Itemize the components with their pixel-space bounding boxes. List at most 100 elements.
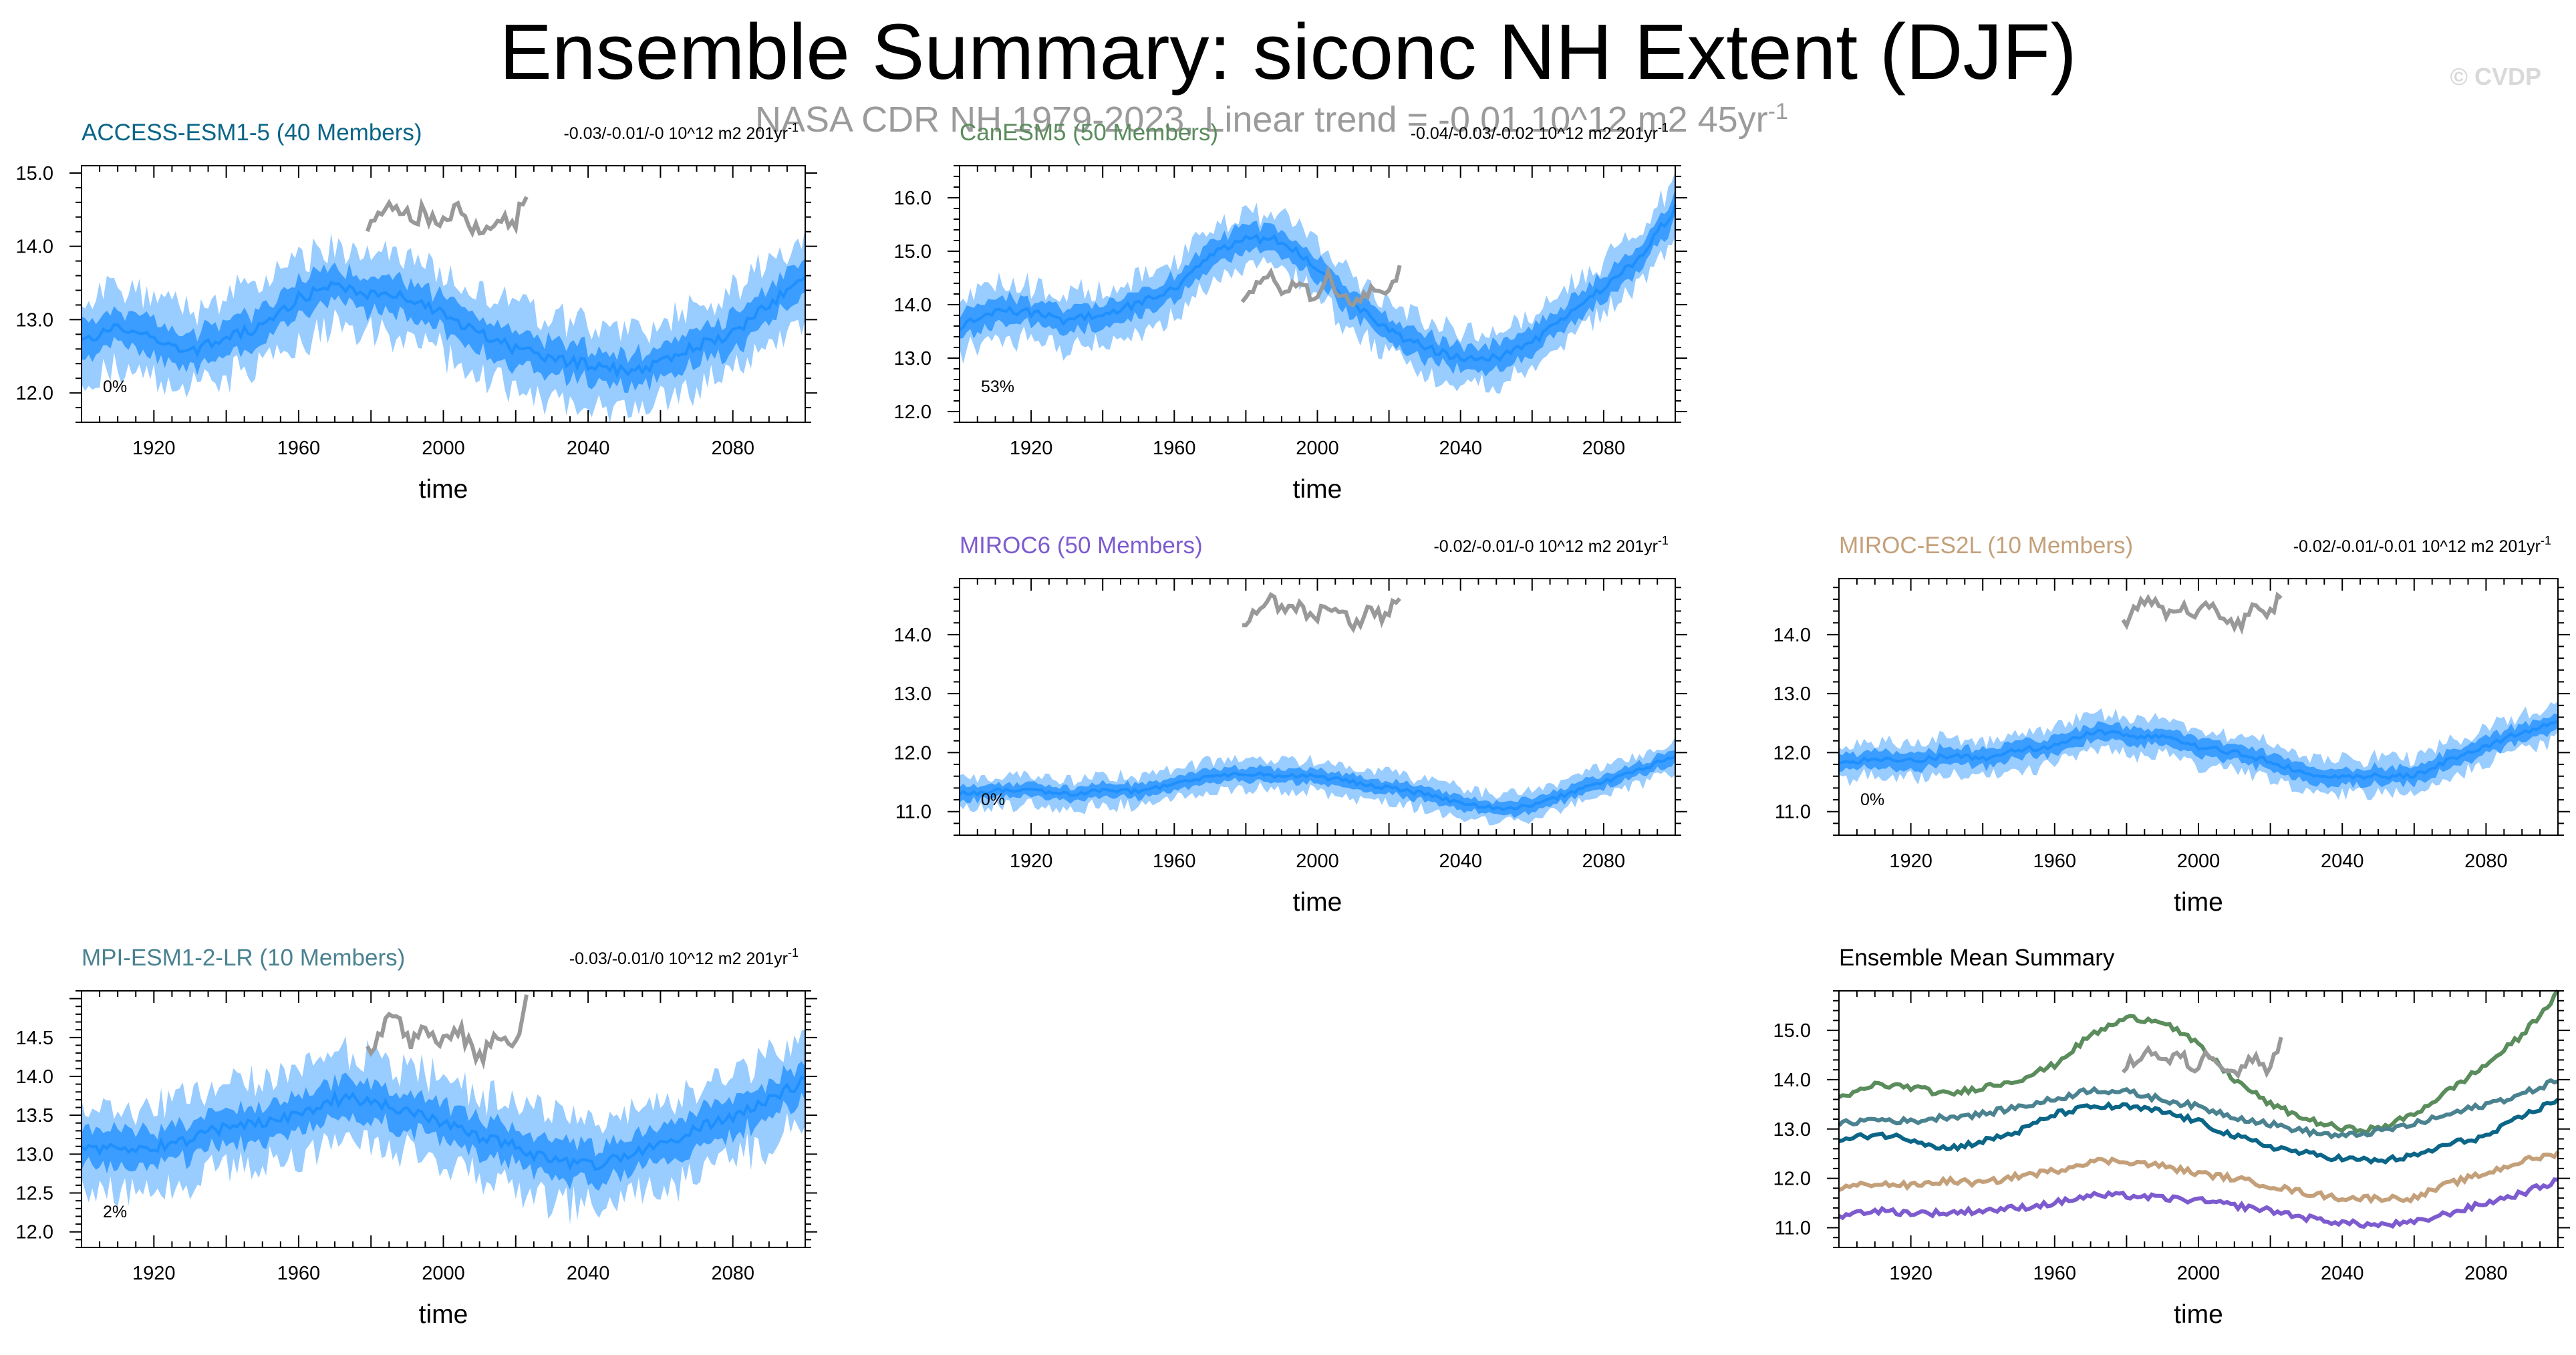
x-tick-label: 1920 bbox=[132, 438, 176, 459]
y-tick-label: 11.0 bbox=[895, 802, 932, 823]
x-tick-label: 2040 bbox=[1439, 851, 1482, 872]
x-tick-label: 2040 bbox=[567, 438, 610, 459]
panel-title: CanESM5 (50 Members) bbox=[960, 120, 1218, 146]
ensemble-mean-line bbox=[958, 204, 1677, 363]
page-title: Ensemble Summary: siconc NH Extent (DJF) bbox=[499, 8, 2077, 96]
series-line-0 bbox=[1838, 989, 2560, 1135]
inner-spread-band bbox=[1839, 713, 2558, 788]
y-tick-label: 12.0 bbox=[1773, 1169, 1811, 1190]
percent-label: 0% bbox=[1860, 790, 1884, 809]
y-tick-label: 15.0 bbox=[1773, 1020, 1811, 1042]
plot-frame bbox=[1838, 578, 2559, 836]
panel-title: ACCESS-ESM1-5 (40 Members) bbox=[82, 120, 422, 146]
x-tick-label: 1960 bbox=[277, 438, 321, 459]
x-tick-label: 2080 bbox=[2464, 1263, 2508, 1284]
trend-label: -0.04/-0.03/-0.02 10^12 m2 201yr-1 bbox=[1411, 121, 1669, 143]
x-tick-label: 2000 bbox=[1296, 438, 1339, 459]
x-tick-label: 2040 bbox=[2321, 1263, 2364, 1284]
series-line-3 bbox=[1838, 1150, 2560, 1205]
y-tick-label: 13.0 bbox=[894, 348, 932, 369]
panel-title: MPI-ESM1-2-LR (10 Members) bbox=[82, 945, 405, 971]
x-tick-label: 2080 bbox=[1582, 851, 1626, 872]
trend-label: -0.02/-0.01/-0.01 10^12 m2 201yr-1 bbox=[2293, 534, 2551, 556]
x-tick-label: 2040 bbox=[2321, 851, 2364, 872]
panel-title: MIROC6 (50 Members) bbox=[960, 533, 1203, 559]
observed-line bbox=[2121, 1036, 2283, 1080]
x-tick-label: 1920 bbox=[1010, 851, 1053, 872]
observed-line bbox=[365, 196, 529, 239]
x-tick-label: 2080 bbox=[711, 1263, 754, 1284]
x-tick-label: 1960 bbox=[1153, 438, 1196, 459]
trend-label: -0.03/-0.01/0 10^12 m2 201yr-1 bbox=[569, 946, 799, 968]
y-tick-label: 14.0 bbox=[16, 1066, 53, 1088]
percent-label: 2% bbox=[103, 1203, 127, 1221]
series-line-4 bbox=[1838, 1177, 2559, 1229]
outer-spread-band bbox=[82, 227, 805, 423]
panel-title: Ensemble Mean Summary bbox=[1839, 945, 2115, 971]
observed-line bbox=[2121, 591, 2283, 635]
trend-label-text: -0.04/-0.03/-0.02 10^12 m2 201yr bbox=[1411, 124, 1658, 143]
y-tick-label: 14.0 bbox=[1773, 625, 1811, 646]
x-axis-title: time bbox=[419, 475, 468, 504]
panel-title: MIROC-ES2L (10 Members) bbox=[1839, 533, 2133, 559]
inner-spread-band bbox=[960, 188, 1675, 377]
chart-panel-0: 1920 1960 2000 2040 2080 12.0 13.0 14.0 15.0 time… bbox=[16, 120, 817, 504]
y-tick-label: 13.0 bbox=[894, 684, 932, 705]
y-tick-label: 14.5 bbox=[16, 1028, 53, 1049]
y-tick-label: 16.0 bbox=[894, 188, 932, 209]
trend-label-superscript: -1 bbox=[1658, 534, 1669, 547]
y-tick-label: 14.0 bbox=[894, 625, 932, 646]
y-tick-label: 12.5 bbox=[16, 1183, 53, 1205]
y-tick-label: 13.0 bbox=[1773, 1119, 1811, 1141]
y-tick-label: 12.0 bbox=[16, 383, 53, 404]
y-tick-label: 13.0 bbox=[1773, 684, 1811, 705]
x-tick-label: 1920 bbox=[132, 1263, 176, 1284]
ensemble-mean-line bbox=[958, 755, 1676, 812]
series-line-1 bbox=[1837, 1078, 2559, 1140]
x-tick-label: 1960 bbox=[1153, 851, 1196, 872]
y-tick-label: 14.0 bbox=[1773, 1070, 1811, 1091]
trend-label-text: -0.03/-0.01/0 10^12 m2 201yr bbox=[569, 949, 788, 968]
percent-label: 0% bbox=[103, 378, 127, 396]
observed-line bbox=[1240, 265, 1402, 308]
x-tick-label: 2040 bbox=[567, 1263, 610, 1284]
inner-spread-band bbox=[960, 750, 1675, 818]
inner-spread-band bbox=[82, 259, 805, 394]
y-tick-label: 13.0 bbox=[16, 309, 53, 331]
x-tick-label: 2080 bbox=[711, 438, 754, 459]
chart-panel-5: 1920 1960 2000 2040 2080 11.0 12.0 13.0 14.0 15.0… bbox=[1773, 945, 2570, 1329]
y-tick-label: 15.0 bbox=[16, 163, 53, 184]
x-tick-label: 2040 bbox=[1439, 438, 1482, 459]
x-tick-label: 1920 bbox=[1889, 1263, 1933, 1284]
ensemble-mean-line bbox=[80, 1075, 807, 1171]
y-tick-label: 13.5 bbox=[16, 1105, 53, 1126]
x-axis-title: time bbox=[1293, 475, 1342, 504]
x-tick-label: 1920 bbox=[1010, 438, 1053, 459]
y-tick-label: 15.0 bbox=[894, 241, 932, 263]
trend-label-superscript: -1 bbox=[1658, 121, 1669, 134]
observed-line bbox=[366, 994, 529, 1070]
percent-label: 0% bbox=[981, 790, 1005, 809]
trend-label-text: -0.02/-0.01/-0 10^12 m2 201yr bbox=[1433, 537, 1658, 556]
x-tick-label: 1960 bbox=[2033, 851, 2077, 872]
x-axis-title: time bbox=[419, 1300, 468, 1329]
y-tick-label: 11.0 bbox=[1775, 802, 1811, 823]
trend-label: -0.02/-0.01/-0 10^12 m2 201yr-1 bbox=[1433, 534, 1669, 556]
percent-label: 53% bbox=[981, 378, 1014, 396]
y-tick-label: 14.0 bbox=[894, 295, 932, 316]
watermark: © CVDP bbox=[2450, 63, 2541, 90]
x-axis-title: time bbox=[2174, 1300, 2223, 1329]
x-axis-title: time bbox=[2174, 888, 2223, 917]
observation-note: NASA CDR NH 1979-2023, Linear trend = -0… bbox=[755, 99, 1788, 140]
observation-note-superscript: -1 bbox=[1767, 99, 1788, 124]
y-tick-label: 14.0 bbox=[16, 237, 53, 258]
x-axis-title: time bbox=[1293, 888, 1342, 917]
x-tick-label: 2000 bbox=[422, 438, 465, 459]
trend-label-superscript: -1 bbox=[2541, 534, 2551, 547]
chart-panel-4: 1920 1960 2000 2040 2080 12.0 12.5 13.0 13.5 14.0… bbox=[16, 945, 817, 1329]
ensemble-mean-line bbox=[1838, 720, 2559, 780]
ensemble-mean-line bbox=[81, 276, 807, 379]
x-tick-label: 2080 bbox=[1582, 438, 1626, 459]
x-tick-label: 2000 bbox=[1296, 851, 1339, 872]
x-tick-label: 2080 bbox=[2464, 851, 2508, 872]
